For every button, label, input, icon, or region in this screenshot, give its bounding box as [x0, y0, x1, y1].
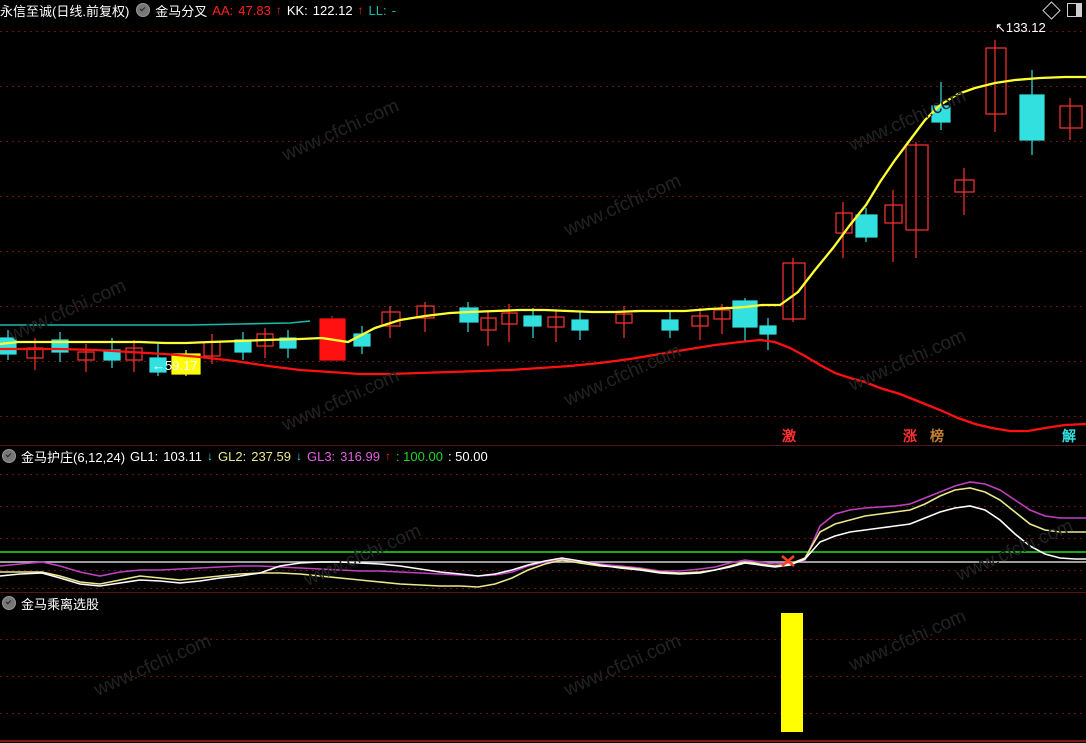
ref-level-50: : 50.00: [447, 448, 488, 464]
field-aa-arrow: ↑: [275, 3, 282, 17]
gl3-line: [0, 481, 1086, 577]
gl1-arrow: ↓: [207, 449, 214, 463]
checkmark-circle-icon[interactable]: [2, 449, 16, 463]
gl3-value: 316.99: [340, 448, 380, 464]
ma-fast-line: [0, 75, 1086, 346]
gl2-line: [0, 487, 1086, 588]
field-ll-value: -: [391, 2, 396, 18]
indicator1-grid: [0, 474, 1086, 589]
indicator-name[interactable]: 金马分叉: [155, 3, 208, 19]
grid-lines: [0, 31, 1086, 417]
high-price-annotation: ↖133.12: [995, 20, 1046, 35]
high-arrow-icon: ↖: [995, 20, 1006, 35]
indicator2-name[interactable]: 金马乘离选股: [21, 596, 100, 612]
chart-mark-bang: 榜: [930, 428, 944, 444]
field-aa-value: 47.83: [238, 2, 271, 18]
highlight-candle: [171, 350, 201, 376]
gl2-value: 237.59: [251, 448, 291, 464]
field-kk-value: 122.12: [312, 2, 353, 18]
low-price-annotation: ←59.17: [152, 358, 198, 373]
gl1-line: [0, 505, 1086, 587]
gl1-label: GL1:: [130, 448, 159, 464]
field-aa-label: AA:: [212, 2, 234, 18]
gl3-label: GL3:: [306, 448, 336, 464]
checkmark-circle-icon[interactable]: [2, 596, 16, 610]
field-ll-label: LL:: [368, 2, 387, 18]
signal-bar: [781, 612, 803, 732]
price-chart-svg: [0, 20, 1086, 445]
indicator2-svg: [0, 612, 1086, 743]
price-chart-pane[interactable]: ←59.17 ↖133.12: [0, 20, 1086, 445]
field-kk-label: KK:: [286, 2, 308, 18]
chart-mark-ji: 激: [782, 428, 796, 444]
panel-icon[interactable]: [1067, 3, 1082, 17]
diamond-icon[interactable]: [1042, 0, 1061, 20]
gl3-arrow: ↑: [384, 449, 391, 463]
indicator2-pane[interactable]: [0, 612, 1086, 743]
indicator1-header: 金马护庄(6,12,24) GL1: 103.11 ↓ GL2: 237.59 …: [0, 445, 1086, 466]
indicator1-svg: [0, 466, 1086, 592]
big-up-candle: [319, 316, 346, 361]
window-controls: [1042, 0, 1082, 20]
indicator1-pane[interactable]: [0, 466, 1086, 592]
checkmark-circle-icon[interactable]: [136, 3, 151, 17]
low-arrow-icon: ←: [152, 358, 165, 373]
main-chart-header: 永信至诚(日线.前复权) 金马分叉 AA: 47.83 ↑ KK: 122.12…: [0, 0, 1086, 20]
indicator2-header: 金马乘离选股: [0, 592, 1086, 613]
field-kk-arrow: ↑: [357, 3, 364, 17]
cross-marker: [781, 555, 795, 567]
ref-level-100: : 100.00: [395, 448, 443, 464]
ma-mid-line: [0, 320, 311, 326]
indicator2-grid: [0, 639, 1086, 714]
chart-mark-zhang: 涨: [903, 428, 917, 444]
gl2-label: GL2:: [218, 448, 247, 464]
chart-mark-jie: 解: [1062, 428, 1076, 444]
indicator1-name[interactable]: 金马护庄(6,12,24): [21, 449, 126, 465]
gl2-arrow: ↓: [295, 449, 302, 463]
gl1-value: 103.11: [163, 448, 203, 464]
ma-slow-line: [0, 338, 1086, 433]
candlestick-series: [0, 40, 1083, 376]
page-title: 永信至诚(日线.前复权): [0, 3, 130, 19]
